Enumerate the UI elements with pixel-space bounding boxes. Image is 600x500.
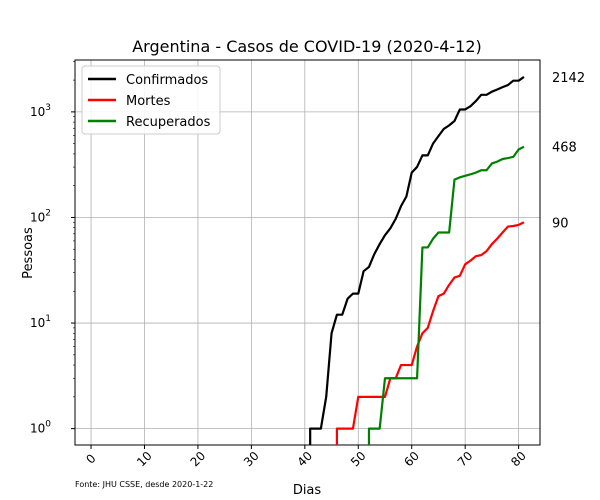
series-layer — [309, 76, 525, 445]
y-axis-label: Pessoas — [21, 227, 36, 279]
y-tick-exponent: 0 — [45, 420, 51, 430]
series-line-recuperados — [367, 145, 525, 445]
y-tick-exponent: 2 — [45, 208, 51, 218]
chart-title: Argentina - Casos de COVID-19 (2020-4-12… — [132, 37, 482, 56]
end-label-mortes: 90 — [552, 216, 569, 231]
legend-label-recuperados: Recuperados — [126, 115, 211, 130]
y-tick-exponent: 3 — [45, 103, 51, 113]
end-label-confirmados: 2142 — [552, 71, 585, 86]
x-axis-label: Dias — [293, 483, 322, 498]
series-line-confirmados — [309, 76, 525, 445]
series-line-mortes — [335, 221, 525, 445]
source-note: Fonte: JHU CSSE, desde 2020-1-22 — [75, 480, 213, 489]
legend-box — [81, 65, 221, 135]
legend-label-confirmados: Confirmados — [126, 73, 208, 88]
end-labels: 2142 90 468 — [552, 71, 585, 231]
y-tick-exponent: 1 — [45, 314, 51, 324]
plot-frame — [74, 59, 541, 446]
legend: Confirmados Mortes Recuperados — [81, 65, 221, 135]
end-label-recuperados: 468 — [552, 141, 577, 156]
legend-label-mortes: Mortes — [126, 94, 171, 109]
